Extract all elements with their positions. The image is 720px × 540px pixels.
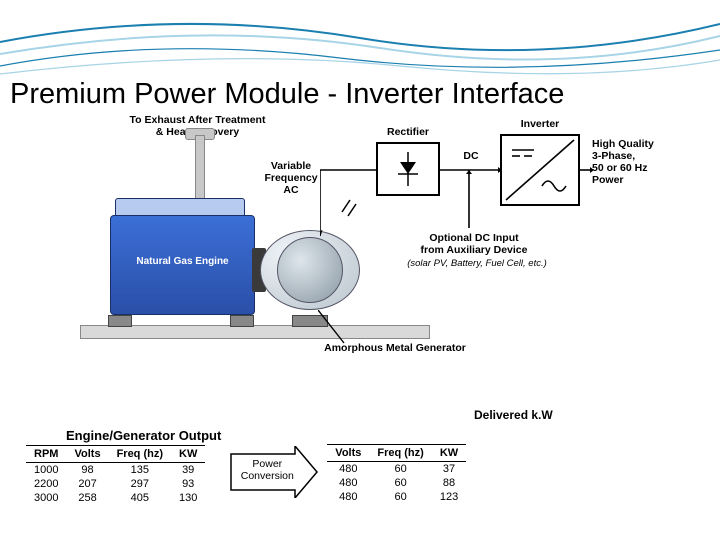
wire-gen-rect — [320, 152, 380, 238]
vfac-label: Variable Frequency AC — [255, 160, 327, 196]
col: Volts — [327, 445, 369, 462]
wire-dc-input — [464, 170, 474, 232]
table-row: 48060123 — [327, 490, 466, 504]
wire-out — [580, 167, 594, 173]
page-title: Premium Power Module - Inverter Interfac… — [10, 78, 710, 111]
table-row: 3000258405130 — [26, 491, 205, 505]
table-row: 4806088 — [327, 476, 466, 490]
col: Freq (hz) — [369, 445, 431, 462]
inverter-label: Inverter — [500, 118, 580, 130]
table-row: 4806037 — [327, 462, 466, 477]
inverter-icon — [502, 136, 578, 204]
tables-row: Engine/Generator Output RPM Volts Freq (… — [26, 428, 700, 505]
delivered-block: Volts Freq (hz) KW 4806037 4806088 48060… — [327, 444, 466, 504]
col: Freq (hz) — [109, 446, 171, 463]
system-diagram: To Exhaust After Treatment & Heat Recove… — [60, 120, 660, 400]
rectifier-label: Rectifier — [376, 126, 440, 138]
generator-pointer — [318, 310, 348, 346]
col: KW — [432, 445, 466, 462]
table1-title: Engine/Generator Output — [66, 428, 221, 443]
engine-base — [80, 325, 430, 339]
diode-icon — [388, 152, 428, 186]
delivered-table: Volts Freq (hz) KW 4806037 4806088 48060… — [327, 444, 466, 504]
wave-decoration — [0, 0, 720, 90]
engine-foot — [108, 315, 132, 327]
conversion-arrow: Power Conversion — [229, 446, 319, 498]
generator-face — [277, 237, 343, 303]
table-row: 220020729793 — [26, 477, 205, 491]
table-row: 10009813539 — [26, 463, 205, 478]
output-label: High Quality 3-Phase, 50 or 60 Hz Power — [592, 138, 682, 186]
col: KW — [171, 446, 205, 463]
arrow-text: Power Conversion — [237, 458, 297, 482]
engine-output-table: RPM Volts Freq (hz) KW 10009813539 22002… — [26, 445, 205, 505]
engine-output-block: Engine/Generator Output RPM Volts Freq (… — [26, 428, 221, 505]
exhaust-pipe — [195, 135, 205, 199]
rectifier-box — [376, 142, 440, 196]
col: RPM — [26, 446, 66, 463]
col: Volts — [66, 446, 108, 463]
inverter-box — [500, 134, 580, 206]
delivered-label: Delivered k.W — [474, 408, 553, 422]
dc-label: DC — [458, 150, 484, 162]
dc-input-sub: (solar PV, Battery, Fuel Cell, etc.) — [382, 258, 572, 269]
engine-foot — [230, 315, 254, 327]
dc-input-label: Optional DC Input from Auxiliary Device — [394, 232, 554, 256]
engine-label: Natural Gas Engine — [116, 256, 249, 267]
